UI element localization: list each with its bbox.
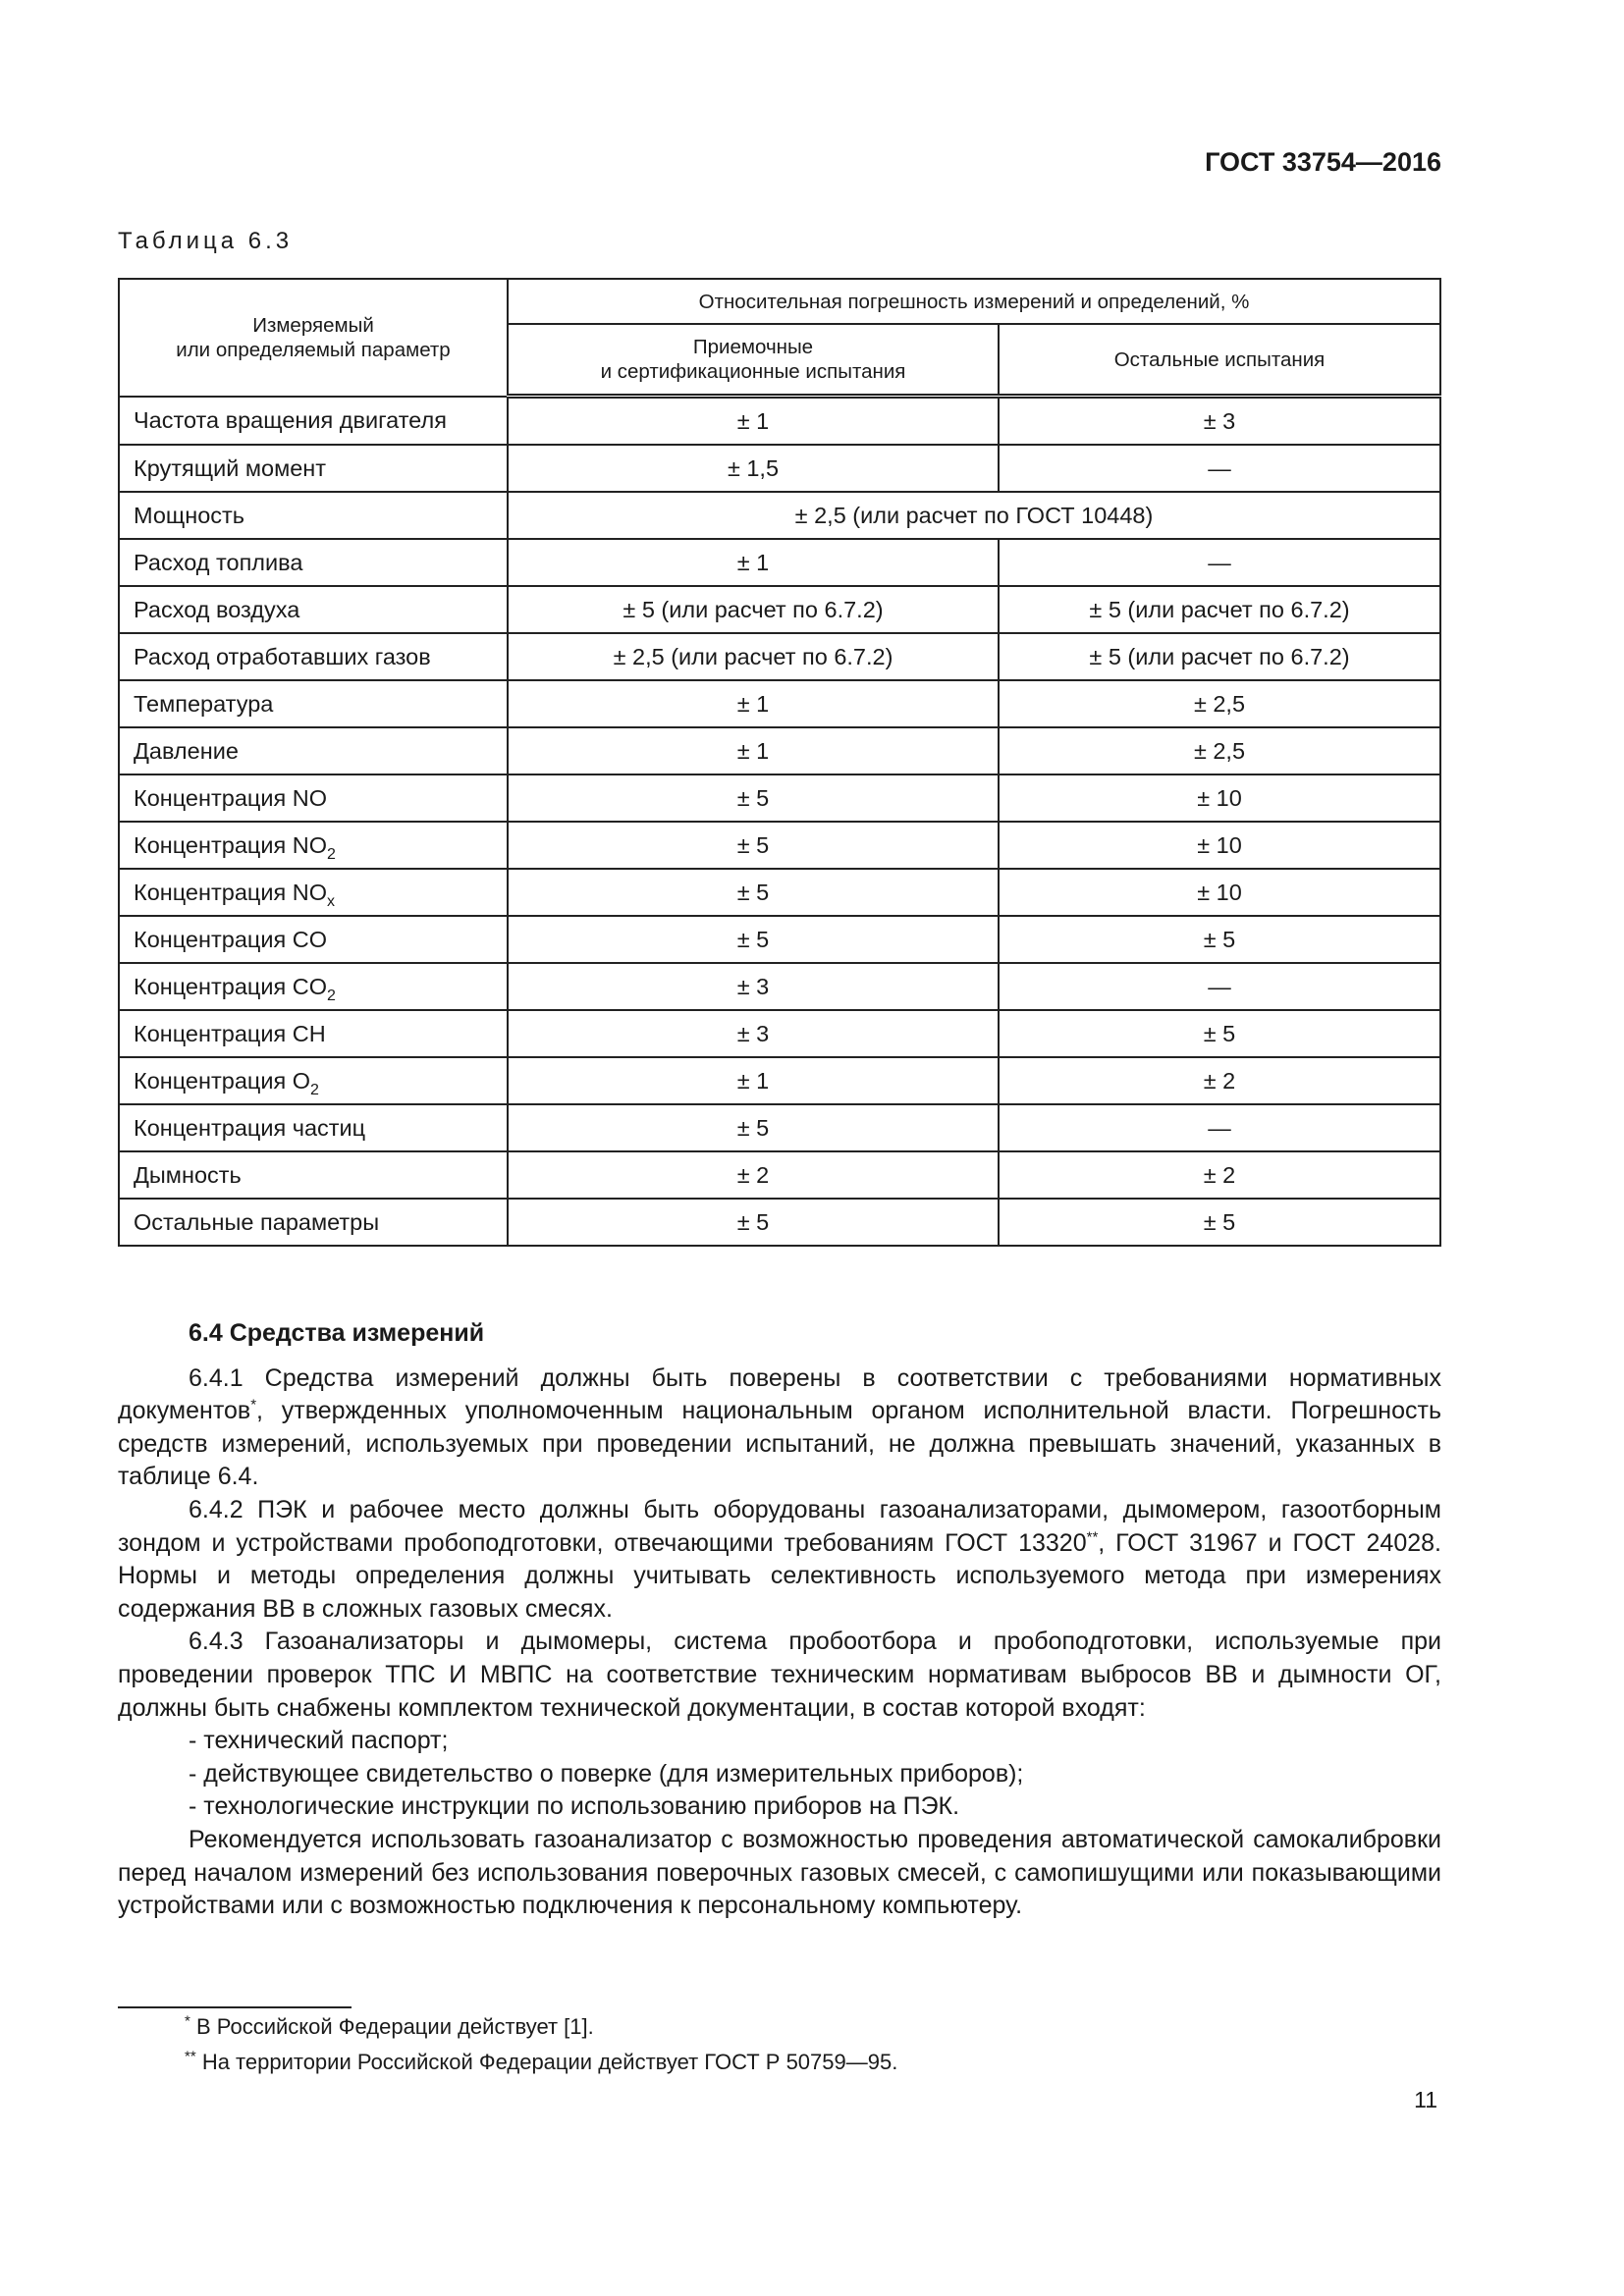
cell-acceptance: ± 5 <box>507 868 1000 917</box>
cell-other: — <box>998 1103 1441 1152</box>
cell-parameter: Концентрация частиц <box>118 1103 509 1152</box>
cell-other: ± 5 <box>998 1198 1441 1247</box>
cell-other: ± 10 <box>998 868 1441 917</box>
cell-acceptance: ± 2,5 (или расчет по 6.7.2) <box>507 632 1000 681</box>
cell-parameter: Расход топлива <box>118 538 509 587</box>
cell-acceptance: ± 1 <box>507 679 1000 728</box>
cell-acceptance: ± 5 <box>507 774 1000 823</box>
paragraph-recommendation: Рекомендуется использовать газоанализато… <box>118 1825 1441 1920</box>
cell-parameter: Концентрация NOx <box>118 868 509 917</box>
table-row: Давление ± 1 ± 2,5 <box>118 726 1441 775</box>
table-row: Расход отработавших газов ± 2,5 (или расч… <box>118 632 1441 681</box>
table-row: Концентрация CO ± 5 ± 5 <box>118 915 1441 964</box>
cell-acceptance: ± 5 (или расчет по 6.7.2) <box>507 585 1000 634</box>
cell-parameter: Мощность <box>118 491 509 540</box>
cell-acceptance: ± 3 <box>507 1009 1000 1058</box>
table-row: Дымность ± 2 ± 2 <box>118 1150 1441 1200</box>
document-id: ГОСТ 33754—2016 <box>1205 147 1441 177</box>
cell-other: ± 5 <box>998 915 1441 964</box>
cell-parameter: Концентрация NO2 <box>118 821 509 870</box>
table-row: Концентрация O2 ± 1 ± 2 <box>118 1056 1441 1105</box>
table-row: Остальные параметры ± 5 ± 5 <box>118 1198 1441 1247</box>
cell-other: ± 3 <box>998 395 1441 446</box>
table-row: Расход топлива ± 1— <box>118 538 1441 587</box>
cell-acceptance: ± 2 <box>507 1150 1000 1200</box>
cell-acceptance: ± 3 <box>507 962 1000 1011</box>
section-6-4: 6.4 Средства измерений 6.4.1 Средства из… <box>118 1317 1441 1923</box>
table-row: Температура ± 1 ± 2,5 <box>118 679 1441 728</box>
col-header-acceptance: Приемочные и сертификационные испытания <box>507 323 1000 399</box>
col-header-other: Остальные испытания <box>998 323 1441 399</box>
table-row: Концентрация NO ± 5 ± 10 <box>118 774 1441 823</box>
footnote: * В Российской Федерации действует [1]. <box>185 2012 594 2039</box>
cell-other: ± 10 <box>998 774 1441 823</box>
table-row: Концентрация частиц ± 5— <box>118 1103 1441 1152</box>
list-item: - действующее свидетельство о поверке (д… <box>189 1759 1024 1788</box>
cell-other: ± 2,5 <box>998 726 1441 775</box>
list-item: - технологические инструкции по использо… <box>189 1792 960 1821</box>
cell-parameter: Концентрация NO <box>118 774 509 823</box>
cell-acceptance: ± 1 <box>507 395 1000 446</box>
cell-merged: ± 2,5 (или расчет по ГОСТ 10448) <box>507 491 1441 540</box>
table-row: Частота вращения двигателя ± 1 ± 3 <box>118 395 1441 446</box>
table-caption: Таблица 6.3 <box>118 228 294 254</box>
table-row: Крутящий момент ± 1,5— <box>118 444 1441 493</box>
cell-parameter: Частота вращения двигателя <box>118 395 509 446</box>
footnote: ** На территории Российской Федерации де… <box>185 2048 898 2074</box>
cell-parameter: Давление <box>118 726 509 775</box>
table-row: Расход воздуха ± 5 (или расчет по 6.7.2) ±… <box>118 585 1441 634</box>
cell-acceptance: ± 5 <box>507 1198 1000 1247</box>
cell-other: ± 5 (или расчет по 6.7.2) <box>998 632 1441 681</box>
cell-parameter: Расход воздуха <box>118 585 509 634</box>
cell-acceptance: ± 1 <box>507 726 1000 775</box>
cell-other: ± 2 <box>998 1150 1441 1200</box>
cell-parameter: Концентрация O2 <box>118 1056 509 1105</box>
page-number: 11 <box>1414 2087 1437 2112</box>
cell-other: ± 2 <box>998 1056 1441 1105</box>
cell-acceptance: ± 5 <box>507 821 1000 870</box>
table-row: Мощность ± 2,5 (или расчет по ГОСТ 10448) <box>118 491 1441 540</box>
table-row: Концентрация CH ± 3 ± 5 <box>118 1009 1441 1058</box>
cell-parameter: Концентрация CH <box>118 1009 509 1058</box>
cell-acceptance: ± 5 <box>507 915 1000 964</box>
section-heading: 6.4 Средства измерений <box>189 1319 485 1347</box>
col-header-parameter: Измеряемый или определяемый параметр <box>118 278 509 398</box>
table-row: Концентрация CO2 ± 3— <box>118 962 1441 1011</box>
paragraph-6-4-2: 6.4.2 ПЭК и рабочее место должны быть об… <box>118 1495 1441 1623</box>
cell-other: — <box>998 538 1441 587</box>
footnote-divider <box>118 2006 352 2008</box>
paragraph-6-4-3: 6.4.3 Газоанализаторы и дымомеры, систем… <box>118 1628 1441 1722</box>
cell-acceptance: ± 5 <box>507 1103 1000 1152</box>
cell-parameter: Дымность <box>118 1150 509 1200</box>
cell-other: ± 10 <box>998 821 1441 870</box>
cell-parameter: Крутящий момент <box>118 444 509 493</box>
cell-parameter: Температура <box>118 679 509 728</box>
cell-other: ± 5 (или расчет по 6.7.2) <box>998 585 1441 634</box>
cell-other: ± 2,5 <box>998 679 1441 728</box>
paragraph-6-4-1: 6.4.1 Средства измерений должны быть пов… <box>118 1363 1441 1491</box>
cell-other: ± 5 <box>998 1009 1441 1058</box>
table-row: Концентрация NOx ± 5 ± 10 <box>118 868 1441 917</box>
table-row: Концентрация NO2 ± 5 ± 10 <box>118 821 1441 870</box>
cell-parameter: Остальные параметры <box>118 1198 509 1247</box>
cell-other: — <box>998 962 1441 1011</box>
cell-parameter: Концентрация CO <box>118 915 509 964</box>
cell-other: — <box>998 444 1441 493</box>
cell-acceptance: ± 1,5 <box>507 444 1000 493</box>
cell-parameter: Расход отработавших газов <box>118 632 509 681</box>
cell-parameter: Концентрация CO2 <box>118 962 509 1011</box>
error-table: Измеряемый или определяемый параметр Отн… <box>118 278 1441 1247</box>
cell-acceptance: ± 1 <box>507 538 1000 587</box>
cell-acceptance: ± 1 <box>507 1056 1000 1105</box>
list-item: - технический паспорт; <box>189 1727 449 1755</box>
col-header-group: Относительная погрешность измерений и оп… <box>507 278 1441 325</box>
